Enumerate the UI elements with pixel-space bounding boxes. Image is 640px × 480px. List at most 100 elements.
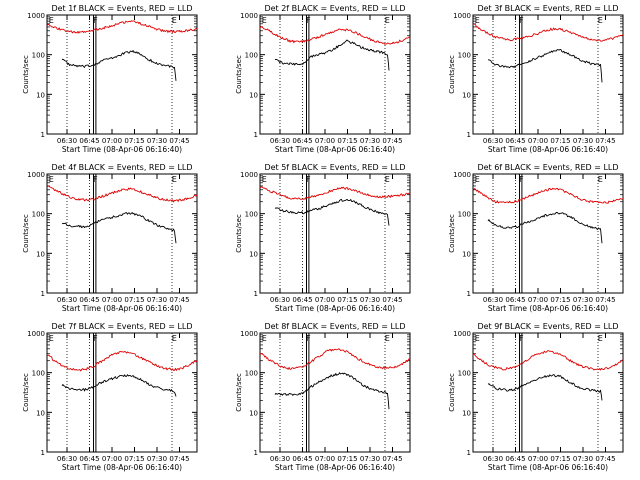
x-axis-label: Start Time (08-Apr-06 06:16:40) [275,304,395,313]
chart-panel-1: Det 1f BLACK = Events, RED = LLD 1 10 100 10… [22,4,198,154]
x-tick-label: 06:30 [57,296,77,304]
plot-frame [472,332,624,453]
x-tick-label: 06:45 [505,455,525,463]
x-tick-label: 07:30 [147,296,167,304]
y-tick-label: 1000 [240,330,258,338]
x-tick-label: 07:30 [360,137,380,145]
flag-label-e: E [172,16,177,25]
y-axis-label: Counts/sec [235,373,243,412]
events-line [274,372,390,410]
x-tick-label: 07:30 [360,455,380,463]
x-tick-label: 07:00 [528,296,548,304]
flag-label-f: F [306,175,311,184]
x-tick-label: 07:15 [337,137,357,145]
plot-frame [259,173,411,294]
x-tick-label: 07:00 [315,455,335,463]
x-tick-label: 07:00 [315,137,335,145]
flag-label-f: F [519,334,524,343]
lld-line [46,185,198,203]
chart-panel-8: Det 8f BLACK = Events, RED = LLD 1 10 100 10… [235,322,411,472]
flag-label-e: E [475,175,480,184]
plot-frame [46,14,198,135]
x-tick-label: 07:15 [337,296,357,304]
flag-label-f: F [306,334,311,343]
flag-label-e: E [49,175,54,184]
events-line [61,212,177,244]
plot-frame [472,173,624,294]
x-axis-label: Start Time (08-Apr-06 06:16:40) [275,463,395,472]
x-tick-label: 06:45 [292,296,312,304]
x-tick-label: 07:30 [573,296,593,304]
lld-line [472,350,624,371]
lld-line [46,350,198,372]
plot-frame [259,14,411,135]
x-tick-label: 06:30 [57,455,77,463]
x-axis-label: Start Time (08-Apr-06 06:16:40) [62,145,182,154]
x-tick-label: 06:30 [270,455,290,463]
y-tick-label: 1000 [453,330,471,338]
x-tick-label: 06:30 [270,296,290,304]
x-tick-label: 06:45 [505,296,525,304]
y-axis-label: Counts/sec [448,55,456,94]
x-tick-label: 06:45 [79,137,99,145]
x-tick-label: 07:15 [124,137,144,145]
flag-label-e: E [262,334,267,343]
y-tick-label: 1000 [453,12,471,20]
flag-label-e: E [172,175,177,184]
lld-line [259,26,411,45]
y-tick-label: 1 [254,449,258,457]
plot-frame [46,332,198,453]
y-tick-label: 100 [458,211,471,219]
lld-line [46,20,198,34]
y-tick-label: 100 [32,52,45,60]
chart-title: Det 7f BLACK = Events, RED = LLD [51,322,192,331]
y-tick-label: 10 [462,91,471,99]
flag-label-e: E [475,16,480,25]
flag-label-e: E [475,334,480,343]
x-tick-label: 06:30 [483,455,503,463]
chart-panel-5: Det 5f BLACK = Events, RED = LLD 1 10 100 10… [235,163,411,313]
x-tick-label: 07:45 [169,137,189,145]
y-tick-label: 10 [249,250,258,258]
flag-label-f: F [93,175,98,184]
chart-title: Det 6f BLACK = Events, RED = LLD [477,163,618,172]
flag-label-e: E [598,334,603,343]
chart-title: Det 9f BLACK = Events, RED = LLD [477,322,618,331]
y-tick-label: 100 [32,211,45,219]
x-axis-label: Start Time (08-Apr-06 06:16:40) [62,463,182,472]
y-tick-label: 1000 [240,171,258,179]
flag-label-e: E [598,16,603,25]
chart-panel-4: Det 4f BLACK = Events, RED = LLD 1 10 100 10… [22,163,198,313]
x-axis-label: Start Time (08-Apr-06 06:16:40) [488,145,608,154]
y-tick-label: 10 [462,250,471,258]
y-tick-label: 1000 [27,171,45,179]
x-tick-label: 06:45 [79,296,99,304]
chart-title: Det 3f BLACK = Events, RED = LLD [477,4,618,13]
x-tick-label: 07:15 [337,455,357,463]
flag-label-f: F [519,16,524,25]
chart-panel-6: Det 6f BLACK = Events, RED = LLD 1 10 100 10… [448,163,624,313]
y-tick-label: 1 [41,290,45,298]
y-tick-label: 10 [36,91,45,99]
y-tick-label: 1000 [27,330,45,338]
events-line [61,50,177,81]
flag-label-f: F [93,334,98,343]
y-tick-label: 1 [254,290,258,298]
events-line [274,39,390,71]
y-tick-label: 1 [467,290,471,298]
y-tick-label: 10 [249,91,258,99]
flag-label-f: F [306,16,311,25]
x-tick-label: 06:45 [292,455,312,463]
chart-title: Det 1f BLACK = Events, RED = LLD [51,4,192,13]
flag-label-e: E [385,16,390,25]
y-axis-label: Counts/sec [235,55,243,94]
events-line [487,49,603,83]
x-tick-label: 07:15 [550,296,570,304]
x-tick-label: 07:00 [102,137,122,145]
x-tick-label: 06:30 [270,137,290,145]
lld-line [259,186,411,200]
y-tick-label: 10 [36,250,45,258]
x-tick-label: 07:15 [124,296,144,304]
y-tick-label: 100 [32,370,45,378]
y-axis-label: Counts/sec [22,55,30,94]
